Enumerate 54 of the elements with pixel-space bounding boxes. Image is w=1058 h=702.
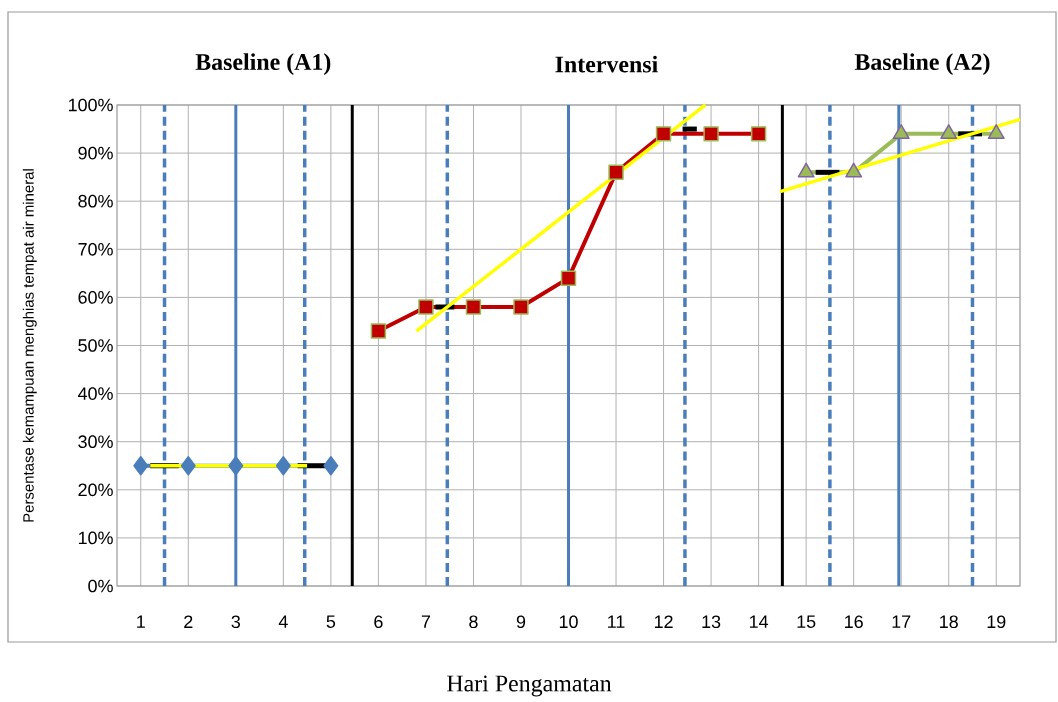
point	[418, 299, 434, 315]
point	[275, 456, 291, 476]
point	[655, 126, 672, 142]
x-tick-label: 18	[940, 615, 958, 629]
x-tick-label: 4	[278, 615, 288, 628]
x-tick-label: 12	[654, 615, 673, 628]
x-tick-label: 6	[374, 615, 383, 629]
point	[180, 456, 196, 476]
point	[608, 164, 624, 181]
point	[703, 126, 719, 142]
y-tick-label: 40%	[77, 387, 113, 400]
point	[987, 124, 1005, 140]
y-tick-label: 60%	[78, 291, 113, 304]
point	[513, 299, 529, 315]
point	[228, 456, 244, 476]
text: Baseline (A2)	[854, 53, 990, 75]
point	[750, 126, 767, 142]
y-tick-label: 20%	[78, 483, 113, 497]
point	[133, 456, 149, 476]
x-tick-label: 8	[469, 615, 478, 629]
point	[465, 299, 482, 315]
y-tick-label: 0%	[88, 579, 113, 593]
point	[370, 323, 387, 339]
x-tick-label: 15	[797, 615, 816, 628]
text: Intervensi	[555, 55, 658, 73]
y-tick-label: 30%	[78, 435, 113, 449]
point	[560, 270, 577, 286]
point	[797, 162, 815, 178]
x-tick-label: 14	[750, 615, 769, 628]
x-tick-label: 11	[608, 615, 625, 628]
x-tick-label: 7	[421, 615, 431, 628]
x-axis-title: Hari Pengamatan	[447, 675, 612, 697]
x-tick-label: 3	[231, 615, 241, 629]
x-tick-label: 5	[326, 615, 336, 628]
y-tick-label: 10%	[78, 531, 113, 545]
x-tick-label: 13	[702, 615, 721, 629]
y-tick-label: 90%	[78, 146, 113, 160]
x-tick-label: 16	[845, 615, 863, 629]
x-tick-label: 10	[559, 615, 578, 629]
y-axis-title: Persentase kemampuan menghias tempat air mineral	[22, 169, 37, 522]
x-tick-label: 17	[892, 615, 911, 628]
x-tick-label: 19	[987, 615, 1006, 629]
y-tick-label: 80%	[78, 194, 113, 208]
point	[323, 456, 339, 476]
point	[940, 124, 958, 140]
text: Baseline (A1)	[195, 53, 331, 75]
point	[892, 124, 910, 140]
x-tick-label: 1	[137, 615, 145, 628]
point	[845, 162, 863, 178]
y-tick-label: 100%	[68, 98, 113, 112]
x-tick-label: 9	[516, 615, 526, 629]
y-tick-label: 70%	[78, 242, 113, 256]
y-tick-label: 50%	[78, 339, 113, 352]
x-tick-label: 2	[184, 615, 193, 628]
